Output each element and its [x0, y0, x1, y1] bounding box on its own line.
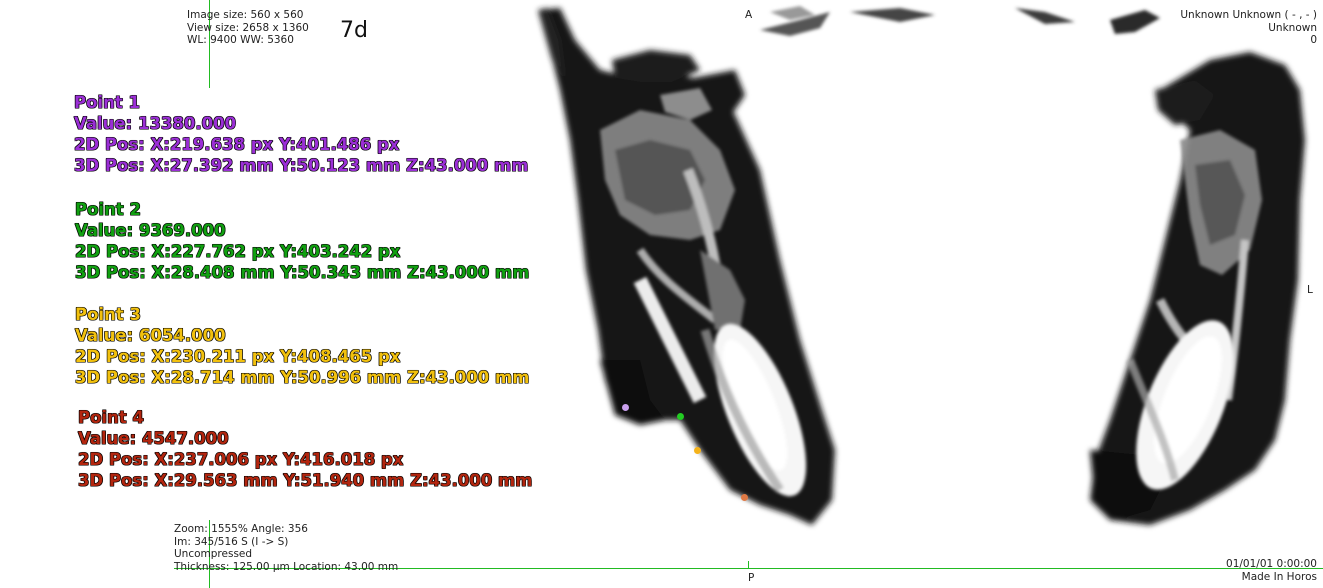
- orientation-left-label: L: [1307, 284, 1313, 296]
- point-2-info: Point 2 Value: 9369.000 2D Pos: X:227.76…: [75, 199, 529, 283]
- study-date-text: 01/01/01 0:00:00: [1226, 558, 1317, 570]
- point-3-info: Point 3 Value: 6054.000 2D Pos: X:230.21…: [75, 304, 529, 388]
- point-3-value: Value: 6054.000: [75, 326, 226, 345]
- point-3-3d-pos: 3D Pos: X:28.714 mm Y:50.996 mm Z:43.000…: [75, 368, 530, 387]
- point-2-title: Point 2: [75, 200, 141, 219]
- made-in-text: Made In Horos: [1241, 570, 1317, 583]
- point-3-marker[interactable]: [694, 447, 701, 454]
- crosshair-vertical-top[interactable]: [209, 0, 210, 88]
- point-3-2d-pos: 2D Pos: X:230.211 px Y:408.465 px: [75, 347, 401, 366]
- point-1-3d-pos: 3D Pos: X:27.392 mm Y:50.123 mm Z:43.000…: [74, 156, 529, 175]
- point-4-title: Point 4: [78, 408, 144, 427]
- image-info-overlay: Image size: 560 x 560 View size: 2658 x …: [187, 9, 309, 47]
- orientation-posterior-label: P: [748, 572, 755, 584]
- point-1-marker[interactable]: [622, 404, 629, 411]
- crosshair-vertical-bottom[interactable]: [209, 520, 210, 588]
- thickness-location-text: Thickness: 125.00 µm Location: 43.00 mm: [174, 560, 399, 573]
- orientation-anterior-label: A: [745, 9, 753, 21]
- patient-name-text: Unknown Unknown ( - , - ): [1180, 9, 1317, 21]
- point-3-title: Point 3: [75, 305, 141, 324]
- point-4-marker[interactable]: [741, 494, 748, 501]
- point-1-2d-pos: 2D Pos: X:219.638 px Y:401.486 px: [74, 135, 400, 154]
- image-index-text: Im: 345/516 S (I -> S): [174, 535, 289, 548]
- window-level-text: WL: 9400 WW: 5360: [187, 34, 294, 46]
- image-size-text: Image size: 560 x 560: [187, 9, 304, 21]
- slice-info-overlay: Zoom: 1555% Angle: 356 Im: 345/516 S (I …: [174, 523, 398, 573]
- point-4-3d-pos: 3D Pos: X:29.563 mm Y:51.940 mm Z:43.000…: [78, 471, 533, 490]
- point-2-value: Value: 9369.000: [75, 221, 226, 240]
- zoom-angle-text: Zoom: 1555% Angle: 356: [174, 523, 308, 535]
- point-1-title: Point 1: [74, 93, 140, 112]
- study-date-overlay: 01/01/01 0:00:00 Made In Horos: [1226, 558, 1317, 583]
- point-4-value: Value: 4547.000: [78, 429, 229, 448]
- compression-text: Uncompressed: [174, 548, 253, 560]
- posterior-tick: [748, 561, 749, 569]
- patient-id-text: 0: [1310, 34, 1317, 46]
- point-2-marker[interactable]: [677, 413, 684, 420]
- point-1-info: Point 1 Value: 13380.000 2D Pos: X:219.6…: [74, 92, 528, 176]
- point-4-2d-pos: 2D Pos: X:237.006 px Y:416.018 px: [78, 450, 404, 469]
- patient-info-overlay: Unknown Unknown ( - , - ) Unknown 0: [1180, 9, 1317, 47]
- point-2-3d-pos: 3D Pos: X:28.408 mm Y:50.343 mm Z:43.000…: [75, 263, 530, 282]
- patient-detail-text: Unknown: [1268, 21, 1317, 34]
- point-1-value: Value: 13380.000: [74, 114, 237, 133]
- point-4-info: Point 4 Value: 4547.000 2D Pos: X:237.00…: [78, 407, 532, 491]
- view-size-text: View size: 2658 x 1360: [187, 21, 309, 34]
- point-2-2d-pos: 2D Pos: X:227.762 px Y:403.242 px: [75, 242, 401, 261]
- series-tag: 7d: [340, 18, 368, 43]
